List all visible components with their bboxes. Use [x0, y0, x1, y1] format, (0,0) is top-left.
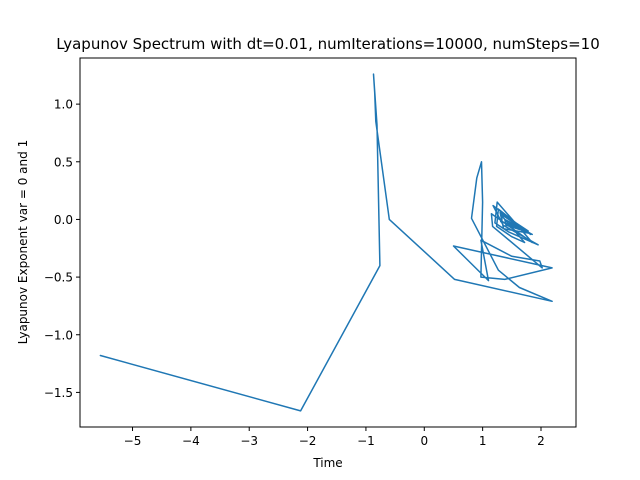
y-tick-label: 0.0: [54, 213, 73, 227]
x-tick-label: −2: [299, 434, 317, 448]
y-axis-label: Lyapunov Exponent var = 0 and 1: [16, 140, 30, 344]
y-tick-label: −0.5: [44, 271, 73, 285]
x-tick-label: −1: [357, 434, 375, 448]
series-line: [99, 73, 553, 412]
x-tick-label: −3: [240, 434, 258, 448]
x-tick-label: −4: [182, 434, 200, 448]
y-tick-label: 1.0: [54, 98, 73, 112]
x-axis-label: Time: [312, 456, 342, 470]
y-axis-ticks: −1.5 −1.0 −0.5 0.0 0.5 1.0: [44, 98, 80, 400]
series-layer: [99, 73, 553, 412]
chart-title: Lyapunov Spectrum with dt=0.01, numItera…: [56, 35, 600, 53]
axes-frame: [79, 57, 577, 428]
y-tick-label: 0.5: [54, 155, 73, 169]
x-axis-ticks: −5 −4 −3 −2 −1 0 1 2: [124, 427, 545, 448]
x-tick-label: 1: [479, 434, 487, 448]
x-tick-label: 2: [537, 434, 545, 448]
y-tick-label: −1.0: [44, 328, 73, 342]
y-tick-label: −1.5: [44, 386, 73, 400]
plot-area: [80, 58, 576, 427]
x-tick-label: 0: [420, 434, 428, 448]
x-tick-label: −5: [124, 434, 142, 448]
